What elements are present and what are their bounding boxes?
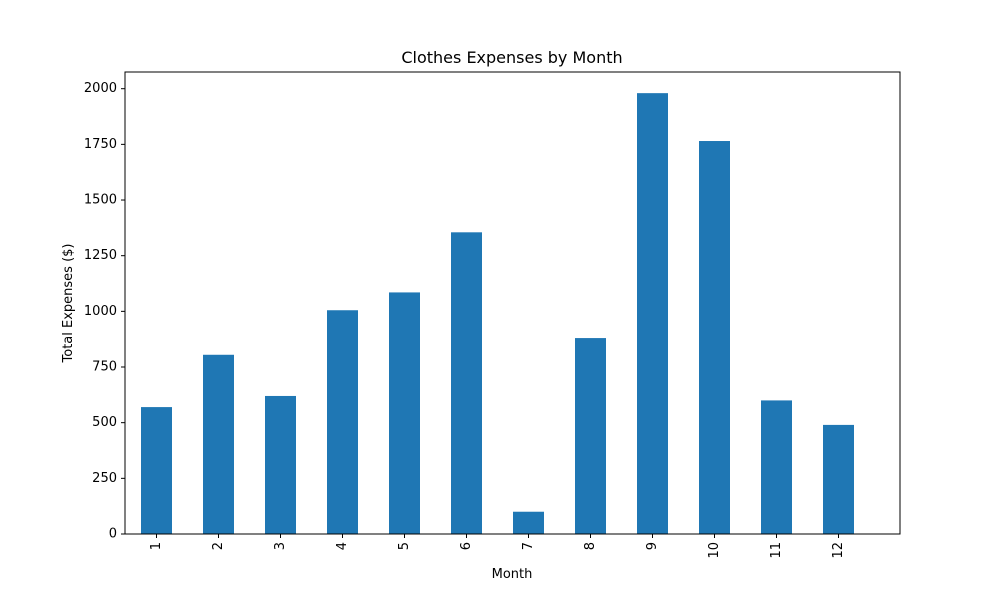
x-tick-label: 12 <box>831 542 846 559</box>
y-tick-label: 1750 <box>84 137 117 152</box>
y-tick-label: 0 <box>109 527 117 542</box>
chart-title: Clothes Expenses by Month <box>401 48 622 67</box>
bar-month-2 <box>203 354 234 534</box>
bar-month-12 <box>823 424 854 534</box>
y-tick-label: 1000 <box>84 304 117 319</box>
bar-month-3 <box>265 395 296 534</box>
bar-month-1 <box>141 407 172 534</box>
x-tick-label: 10 <box>707 542 722 559</box>
x-tick-label: 8 <box>583 542 598 550</box>
bar-month-7 <box>513 511 544 534</box>
y-axis-label: Total Expenses ($) <box>61 244 76 364</box>
x-axis-label: Month <box>492 567 533 582</box>
bar-month-11 <box>761 400 792 534</box>
x-tick-label: 2 <box>211 542 226 550</box>
x-tick-label: 1 <box>149 542 164 550</box>
plot-area-frame <box>124 71 901 535</box>
bars-group <box>141 93 854 535</box>
x-tick-label: 6 <box>459 542 474 550</box>
y-tick-label: 750 <box>92 360 117 375</box>
bar-month-6 <box>451 232 482 534</box>
y-tick-label: 250 <box>92 471 117 486</box>
y-tick-label: 1250 <box>84 248 117 263</box>
y-tick-label: 2000 <box>84 81 117 96</box>
y-tick-label: 1500 <box>84 193 117 208</box>
x-tick-label: 3 <box>273 542 288 550</box>
bar-month-10 <box>699 141 730 534</box>
y-axis-ticks: 0 250 500 750 1000 1250 1500 1750 2000 <box>84 81 125 542</box>
bar-month-5 <box>389 292 420 534</box>
x-tick-label: 11 <box>769 542 784 559</box>
bar-month-9 <box>637 93 668 535</box>
x-tick-label: 9 <box>645 542 660 550</box>
x-tick-label: 7 <box>521 542 536 550</box>
x-tick-label: 5 <box>397 542 412 550</box>
bar-month-4 <box>327 310 358 534</box>
x-tick-label: 4 <box>335 542 350 550</box>
bar-month-8 <box>575 338 606 534</box>
y-tick-label: 500 <box>92 415 117 430</box>
x-axis-ticks: 1 2 3 4 5 6 7 8 9 10 11 12 <box>149 534 846 559</box>
